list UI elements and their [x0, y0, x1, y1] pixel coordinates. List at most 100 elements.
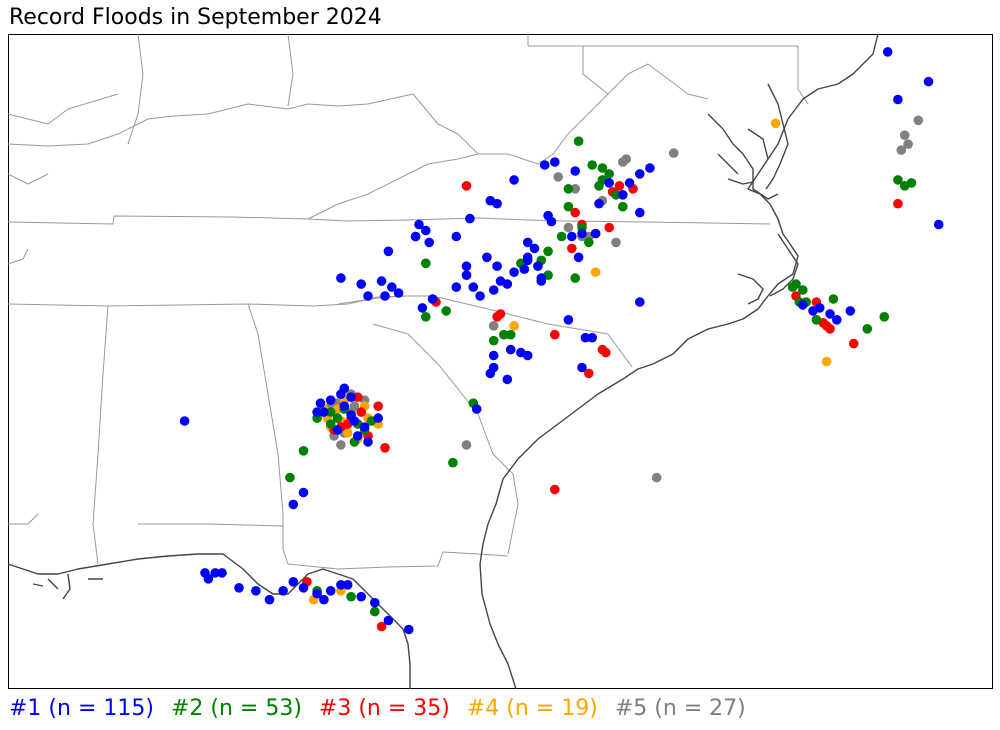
flood-point-rank1: [798, 300, 808, 310]
legend-item-rank4: #4 (n = 19): [466, 696, 598, 721]
flood-point-rank1: [533, 261, 543, 271]
legend-item-rank3: #3 (n = 35): [318, 696, 450, 721]
flood-point-rank1: [815, 303, 825, 313]
flood-point-rank4: [342, 428, 353, 438]
state-border-misc-north: [8, 93, 119, 265]
flood-point-rank1: [465, 213, 475, 224]
flood-point-rank2: [563, 201, 574, 212]
flood-point-rank2: [587, 160, 597, 170]
flood-point-rank1: [339, 401, 350, 412]
flood-point-rank1: [298, 487, 309, 498]
flood-point-rank2: [499, 329, 509, 340]
flood-point-rank1: [461, 261, 472, 271]
map-panel: [8, 34, 993, 689]
flood-point-rank3: [373, 401, 384, 412]
state-border-de: [797, 46, 809, 105]
flood-point-rank1: [635, 297, 645, 307]
flood-point-rank3: [380, 443, 390, 453]
flood-point-rank5: [336, 440, 346, 450]
flood-point-rank1: [618, 190, 628, 200]
flood-point-rank1: [461, 270, 472, 280]
flood-point-rank3: [550, 484, 560, 495]
flood-point-rank3: [492, 312, 502, 322]
chesapeake-bay: [707, 113, 779, 200]
flood-point-rank2: [556, 231, 567, 242]
outer-banks: [769, 233, 799, 297]
flood-point-rank5: [913, 115, 924, 126]
flood-point-rank5: [461, 440, 472, 450]
flood-point-rank1: [427, 294, 438, 304]
flood-point-rank1: [414, 219, 424, 230]
flood-map: [8, 34, 993, 689]
legend-item-rank1: #1 (n = 115): [9, 696, 154, 721]
state-border-ky-oh: [8, 93, 414, 147]
flood-point-rank2: [505, 329, 516, 340]
flood-point-rank1: [319, 407, 329, 417]
flood-point-rank1: [380, 291, 390, 301]
legend-item-rank2: #2 (n = 53): [170, 696, 302, 721]
flood-point-rank3: [601, 347, 611, 358]
flood-point-rank1: [475, 291, 485, 301]
flood-point-rank3: [376, 621, 387, 632]
flood-point-rank1: [488, 285, 499, 295]
flood-point-rank1: [509, 175, 519, 185]
state-border-ga-sc: [372, 323, 519, 555]
flood-point-rank1: [933, 219, 944, 230]
flood-point-rank5: [553, 172, 563, 182]
flood-point-rank1: [210, 568, 220, 578]
flood-point-rank5: [651, 472, 662, 483]
state-border-wv-oh: [412, 93, 479, 155]
flood-point-rank2: [899, 181, 910, 191]
flood-point-rank2: [441, 306, 452, 316]
gulf-islands: [32, 578, 103, 587]
flood-point-rank1: [492, 198, 502, 209]
map-title: Record Floods in September 2024: [9, 5, 382, 30]
flood-point-rank1: [288, 499, 299, 510]
flood-point-rank5: [899, 130, 910, 140]
flood-point-rank2: [791, 279, 801, 289]
flood-points: [179, 47, 944, 635]
flood-point-rank3: [825, 324, 835, 334]
flood-point-rank1: [325, 395, 336, 406]
flood-point-rank1: [325, 586, 336, 596]
flood-point-rank1: [363, 291, 373, 301]
flood-point-rank2: [325, 407, 336, 417]
flood-point-rank1: [635, 169, 645, 179]
state-border-ms-al: [92, 305, 109, 565]
flood-point-rank5: [903, 139, 913, 149]
flood-point-rank2: [798, 285, 808, 295]
flood-point-rank1: [349, 416, 360, 426]
flood-point-rank1: [410, 231, 421, 242]
state-border-al-ga: [247, 303, 289, 565]
flood-point-rank5: [668, 148, 679, 158]
flood-point-rank1: [424, 237, 435, 248]
flood-point-rank1: [471, 404, 482, 414]
flood-point-rank1: [315, 398, 326, 409]
flood-point-rank1: [451, 231, 462, 242]
flood-point-rank3: [614, 181, 625, 191]
flood-point-rank1: [451, 282, 462, 292]
flood-point-rank2: [325, 419, 336, 429]
flood-point-rank1: [577, 362, 587, 373]
flood-point-rank1: [404, 624, 414, 635]
flood-point-rank3: [461, 181, 472, 191]
flood-point-rank5: [349, 401, 360, 412]
state-border-md-wv: [582, 46, 609, 95]
flood-point-rank1: [845, 306, 856, 316]
flood-point-rank1: [645, 163, 655, 173]
flood-point-rank1: [563, 315, 574, 325]
state-border-in-oh: [127, 34, 144, 145]
flood-point-rank1: [482, 252, 492, 263]
state-border-la-ms: [8, 513, 39, 525]
flood-point-rank2: [563, 184, 574, 194]
mobile-bay: [47, 573, 71, 600]
flood-point-rank1: [580, 332, 591, 343]
flood-point-rank1: [332, 425, 343, 435]
flood-point-rank1: [312, 407, 322, 417]
flood-point-rank1: [179, 416, 190, 426]
gulf-coastline: [8, 553, 411, 689]
flood-point-rank1: [923, 76, 934, 87]
flood-point-rank1: [339, 383, 350, 394]
flood-point-rank1: [298, 583, 309, 593]
flood-point-rank3: [353, 392, 363, 403]
